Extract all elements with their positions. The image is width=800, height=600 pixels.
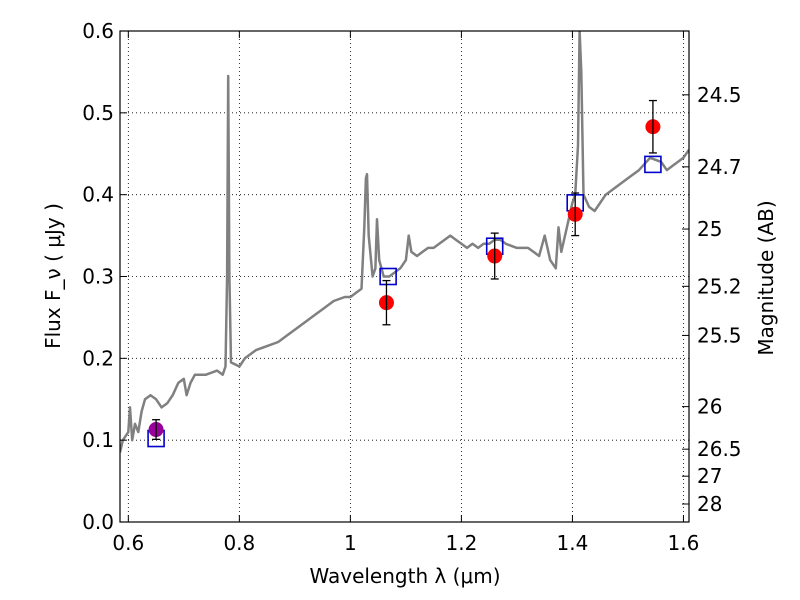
- x-tick-label: 1.6: [668, 531, 700, 555]
- x-tick-label: 1.2: [445, 531, 477, 555]
- x-tick-label: 0.8: [223, 531, 255, 555]
- right-tick-label: 28: [697, 492, 722, 516]
- y-tick-label: 0.0: [82, 510, 114, 534]
- y-tick-label: 0.3: [82, 265, 114, 289]
- series-layer: [120, 31, 689, 453]
- y-tick-label: 0.1: [82, 428, 114, 452]
- right-tick-label: 25.5: [697, 323, 742, 347]
- spectrum-line: [120, 31, 689, 453]
- y-axis-label: Flux F_ν ( μJy ): [41, 203, 65, 349]
- model-square-marker: [644, 155, 662, 174]
- x-tick-label: 1.4: [557, 531, 589, 555]
- y-tick-label: 0.2: [82, 346, 114, 370]
- right-axis-label: Magnitude (AB): [754, 200, 778, 355]
- plot-area: [120, 31, 689, 453]
- right-tick-label: 25: [697, 217, 722, 241]
- axis-ticks: 0.6 0.8 1 1.2 1.4 1.6 0.0 0.1 0.2 0.3 0.4 0.5 0.6 24.…: [82, 19, 741, 555]
- model-square-marker: [379, 267, 397, 286]
- right-tick-label: 24.7: [697, 155, 742, 179]
- y-tick-label: 0.6: [82, 19, 114, 43]
- grid-lines: [120, 30, 689, 523]
- right-tick-label: 25.2: [697, 274, 742, 298]
- x-tick-label: 0.6: [112, 531, 144, 555]
- y-tick-label: 0.5: [82, 101, 114, 125]
- right-tick-label: 24.5: [697, 83, 742, 107]
- right-tick-label: 26: [697, 395, 722, 419]
- x-tick-label: 1: [344, 531, 357, 555]
- y-tick-label: 0.4: [82, 183, 114, 207]
- right-tick-label: 26.5: [697, 437, 742, 461]
- x-axis-label: Wavelength λ (μm): [309, 564, 500, 588]
- right-tick-label: 27: [697, 464, 722, 488]
